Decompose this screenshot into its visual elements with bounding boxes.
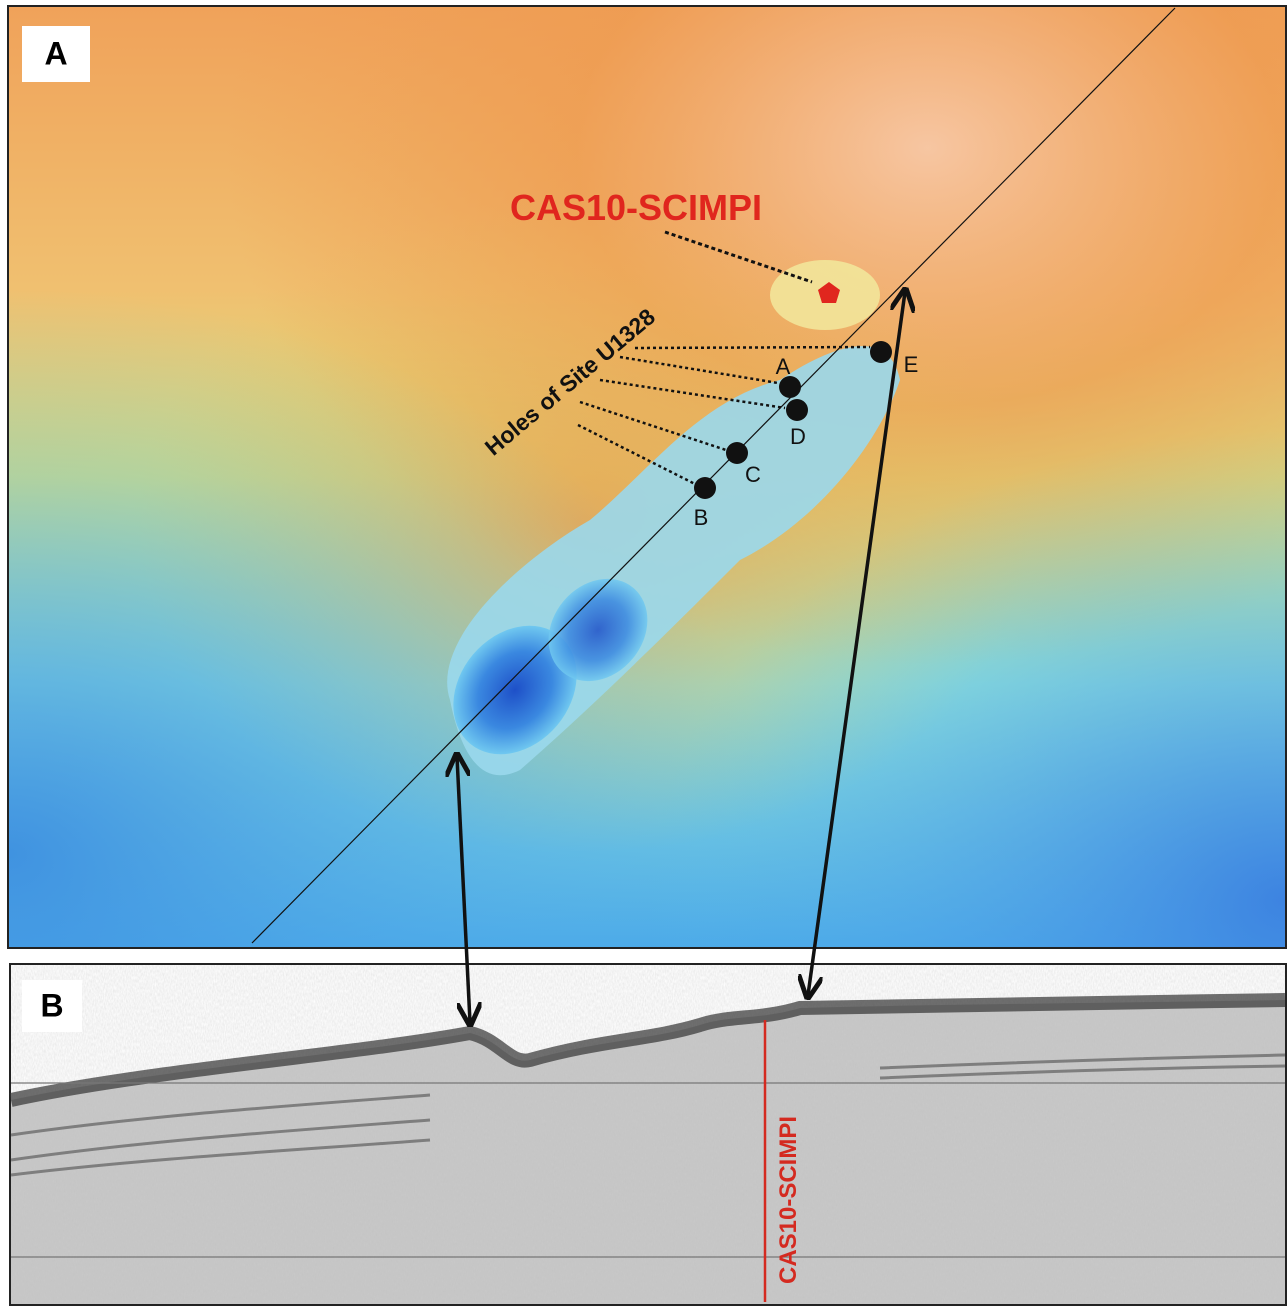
hole (694, 477, 716, 499)
panel-b: B CAS10-SCIMPI (10, 964, 1286, 1305)
panel-label: B (40, 987, 63, 1023)
hole (870, 341, 892, 363)
hole-label: C (745, 462, 761, 487)
hole (786, 399, 808, 421)
scimpi-label: CAS10-SCIMPI (510, 187, 762, 228)
scimpi-label: CAS10-SCIMPI (775, 1116, 802, 1284)
hole-label: E (904, 352, 919, 377)
hole (726, 442, 748, 464)
hole (779, 376, 801, 398)
figure: A CAS10-SCIMPI Holes of Site U1328 A B C… (0, 0, 1288, 1307)
hole-label: B (694, 505, 709, 530)
hole-label: D (790, 424, 806, 449)
panel-a: A CAS10-SCIMPI Holes of Site U1328 A B C… (8, 6, 1286, 948)
panel-label: A (44, 35, 67, 71)
hole-label: A (776, 354, 791, 379)
